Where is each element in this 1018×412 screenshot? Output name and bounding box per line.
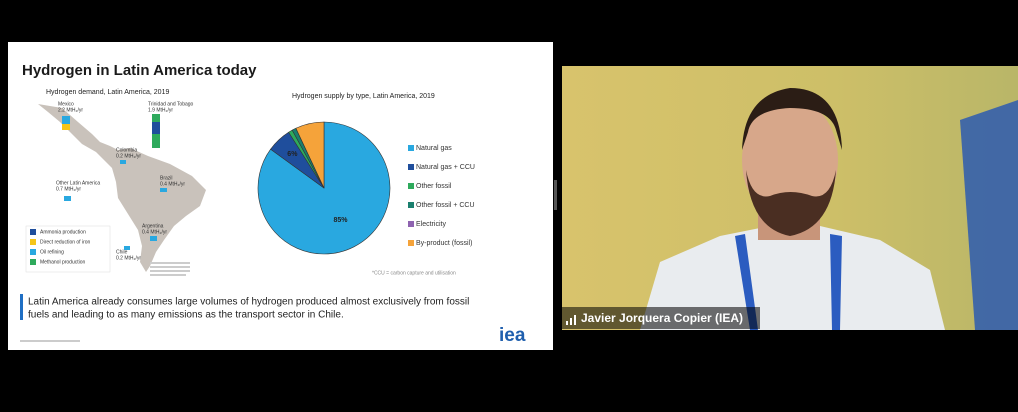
map-title: Hydrogen demand, Latin America, 2019 [46, 89, 169, 96]
map-region-amount: 2.2 MtH₂/yr [58, 107, 83, 113]
map-bar [152, 134, 160, 148]
splitter-handle[interactable] [554, 180, 557, 210]
legend-label: By-product (fossil) [416, 240, 472, 247]
map-bar [150, 236, 157, 241]
video-tile: Javier Jorquera Copier (IEA) [562, 66, 1018, 330]
map-region-amount: 0.4 MtH₂/yr [142, 229, 167, 235]
map-region-amount: 0.2 MtH₂/yr [116, 255, 141, 261]
footnote: *CCU = carbon capture and utilisation [372, 270, 456, 276]
map-bar [152, 114, 160, 122]
legend-swatch [30, 259, 36, 265]
legend-swatch [30, 249, 36, 255]
map-bar [62, 124, 70, 130]
slide-footer [20, 340, 80, 342]
legend-swatch [408, 202, 414, 208]
map-bar [62, 116, 70, 124]
message-line: fuels and leading to as many emissions a… [28, 310, 344, 321]
map-bar [64, 196, 71, 201]
legend-label: Other fossil [416, 183, 452, 190]
pie-title: Hydrogen supply by type, Latin America, … [292, 93, 435, 100]
slide: Hydrogen in Latin America today Hydrogen… [8, 42, 553, 350]
legend-label: Other fossil + CCU [416, 202, 475, 209]
legend-swatch [30, 229, 36, 235]
legend-swatch [408, 164, 414, 170]
pie-chart: 85% 6% [258, 122, 390, 254]
legend-swatch [408, 145, 414, 151]
legend-label: Natural gas + CCU [416, 164, 475, 171]
legend-label: Electricity [416, 221, 446, 228]
legend-swatch [408, 183, 414, 189]
legend-label: Natural gas [416, 145, 452, 152]
map-bar [124, 246, 130, 250]
participant-name: Javier Jorquera Copier (IEA) [581, 311, 743, 325]
logo: iea [499, 325, 526, 346]
message-line: Latin America already consumes large vol… [28, 297, 469, 308]
legend-swatch [30, 239, 36, 245]
legend-label: Oil refining [40, 249, 64, 255]
map-region-amount: 0.4 MtH₂/yr [160, 181, 185, 187]
legend-label: Ammonia production [40, 229, 86, 235]
slide-title: Hydrogen in Latin America today [22, 62, 257, 79]
pie-value-label: 6% [287, 151, 298, 158]
map-bar [160, 188, 167, 192]
legend-label: Direct reduction of iron [40, 239, 91, 245]
map-region-amount: 0.2 MtH₂/yr [116, 153, 141, 159]
legend-swatch [408, 240, 414, 246]
legend-swatch [408, 221, 414, 227]
legend-label: Methanol production [40, 259, 86, 265]
map-region-amount: 0.7 MtH₂/yr [56, 186, 81, 192]
map-bar [152, 122, 160, 134]
screen: Hydrogen in Latin America today Hydrogen… [0, 0, 1018, 412]
map-bar [120, 160, 126, 164]
pie-value-label: 85% [333, 217, 348, 224]
map-region-amount: 1.9 MtH₂/yr [148, 107, 173, 113]
accent-bar [20, 294, 23, 320]
